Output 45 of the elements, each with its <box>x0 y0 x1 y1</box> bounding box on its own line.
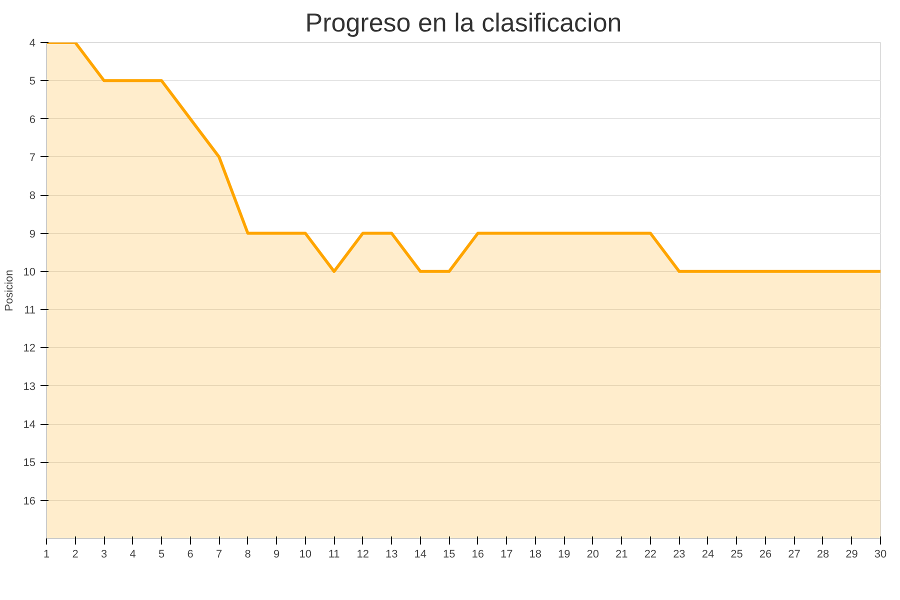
y-tick-label: 4 <box>29 38 36 50</box>
y-tick-label: 12 <box>23 342 36 355</box>
x-tick-label: 29 <box>846 548 858 560</box>
x-tick-label: 3 <box>100 548 108 560</box>
x-tick-label: 23 <box>673 548 686 560</box>
y-tick-label: 10 <box>23 266 36 278</box>
y-tick-label: 13 <box>23 380 36 393</box>
x-tick-label: 2 <box>72 548 78 560</box>
chart-title: Progreso en la clasificacion <box>305 8 622 38</box>
x-tick-label: 21 <box>616 548 628 560</box>
x-tick-label: 11 <box>328 548 340 560</box>
x-tick-label: 5 <box>158 548 165 560</box>
x-tick-label: 22 <box>644 548 657 560</box>
x-tick-label: 1 <box>43 548 50 560</box>
y-tick-label: 16 <box>23 495 36 508</box>
x-tick-label: 17 <box>500 548 513 560</box>
y-tick-label: 8 <box>29 190 36 202</box>
y-axis-title: Posicion <box>3 270 16 312</box>
x-tick-label: 8 <box>244 548 251 560</box>
y-tick-label: 15 <box>23 457 36 470</box>
x-tick-label: 30 <box>874 548 887 560</box>
x-tick-label: 18 <box>529 548 542 560</box>
x-tick-label: 14 <box>414 548 426 560</box>
x-tick-label: 4 <box>130 548 136 560</box>
x-tick-label: 20 <box>586 548 600 560</box>
x-tick-label: 9 <box>274 548 280 560</box>
x-tick-label: 25 <box>730 548 743 560</box>
x-tick-label: 12 <box>356 548 369 560</box>
x-tick-label: 19 <box>558 548 570 560</box>
x-tick-label: 15 <box>443 548 456 560</box>
x-tick-label: 10 <box>299 548 312 560</box>
y-tick-label: 5 <box>29 76 36 88</box>
y-tick-label: 9 <box>29 228 36 240</box>
x-tick-label: 28 <box>816 548 830 560</box>
x-tick-label: 6 <box>187 548 194 560</box>
x-tick-label: 16 <box>472 548 484 560</box>
x-tick-label: 7 <box>216 548 222 560</box>
y-tick-label: 7 <box>29 152 36 164</box>
x-tick-label: 26 <box>759 548 772 560</box>
y-tick-label: 11 <box>24 304 36 317</box>
x-tick-label: 27 <box>788 548 800 560</box>
x-tick-label: 13 <box>385 548 398 560</box>
x-tick-label: 24 <box>702 548 714 560</box>
y-tick-label: 14 <box>23 419 36 432</box>
y-tick-label: 6 <box>29 114 36 126</box>
